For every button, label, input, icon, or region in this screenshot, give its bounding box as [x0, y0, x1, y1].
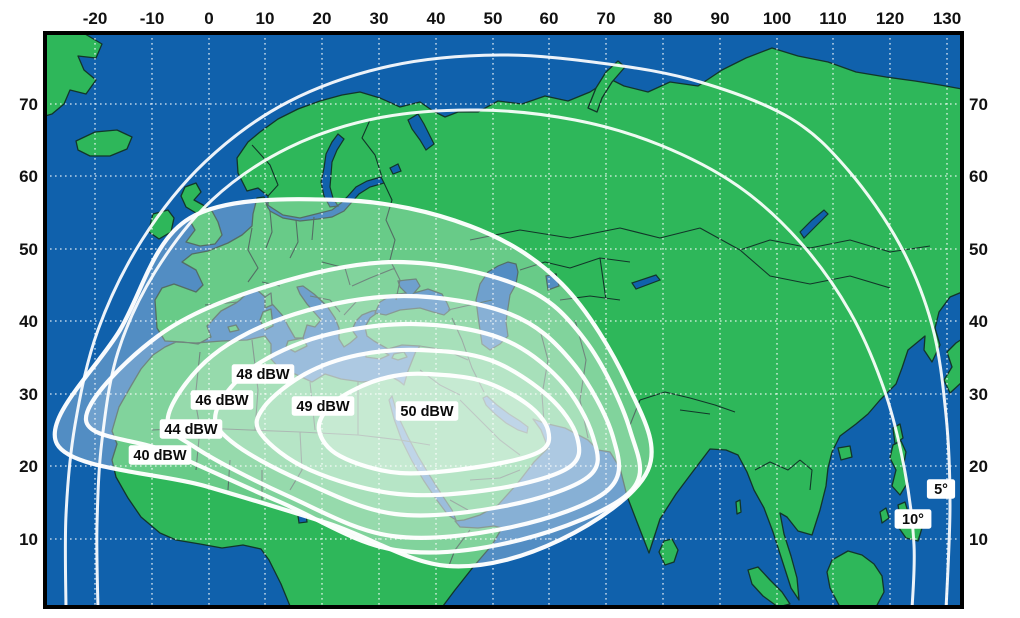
contour-labels: 40 dBW 44 dBW 46 dBW 48 dBW 49 dBW 50 dBW 10° 5…	[128, 364, 956, 529]
contour-wash-46dbw	[167, 296, 620, 538]
sea-caspian	[475, 261, 519, 351]
contour-40dbw-label-text: 40 dBW	[133, 448, 186, 464]
island-srilanka	[658, 538, 679, 566]
top-axis-tick-label: 50	[484, 9, 503, 28]
left-axis-tick-label: 20	[19, 457, 38, 476]
left-axis-tick-label: 30	[19, 385, 38, 404]
top-axis-tick-label: -10	[140, 9, 165, 28]
contour-46dbw-label-text: 46 dBW	[195, 393, 248, 409]
island-hainan	[837, 445, 853, 461]
label-box-bg	[395, 401, 459, 421]
contour-49dbw-label-text: 49 dBW	[296, 399, 349, 415]
top-axis-tick-label: 10	[256, 9, 275, 28]
island-iceland	[75, 129, 133, 157]
label-box-bg	[291, 396, 355, 416]
elevation-line-5°	[63, 53, 952, 607]
top-axis-tick-label: 100	[763, 9, 791, 28]
elevation-10°-label-box: 10°	[894, 509, 932, 529]
top-axis-tick-label: 70	[597, 9, 616, 28]
right-axis-tick-label: 20	[969, 457, 988, 476]
elevation-10°-label-text: 10°	[902, 512, 924, 528]
elevation-5°-label-box: 5°	[926, 479, 956, 499]
island-japan	[943, 338, 962, 394]
lake-baikal	[799, 209, 829, 239]
right-axis-tick-label: 40	[969, 312, 988, 331]
left-axis-tick-label: 10	[19, 530, 38, 549]
contour-44dbw-label-box: 44 dBW	[159, 419, 223, 439]
right-axis-tick-label: 70	[969, 95, 988, 114]
contour-46dbw-label-box: 46 dBW	[190, 390, 254, 410]
label-box-bg	[159, 419, 223, 439]
label-box-bg	[128, 445, 192, 465]
sea-persian-gulf	[482, 395, 529, 434]
axis-labels: -20 -10 0 10 20 30 40 50 60 70 80 90 100 110 120 130 70 6…	[19, 9, 988, 549]
contour-line-46dbw	[165, 293, 622, 540]
top-axis-tick-label: 80	[654, 9, 673, 28]
elevation-line-10°	[95, 108, 916, 607]
top-axis-tick-label: 90	[711, 9, 730, 28]
left-axis-tick-label: 60	[19, 167, 38, 186]
island-cyprus	[391, 351, 408, 361]
contour-40dbw-label-box: 40 dBW	[128, 445, 192, 465]
island-greenland	[45, 33, 103, 117]
island-borneo	[826, 550, 885, 607]
top-axis-tick-label: 130	[933, 9, 961, 28]
top-axis-tick-label: 40	[427, 9, 446, 28]
contour-line-49dbw	[254, 347, 582, 498]
island-ireland	[148, 209, 175, 240]
contour-wash-44dbw	[85, 262, 641, 553]
label-box-bg	[894, 509, 932, 529]
contour-44dbw-label-text: 44 dBW	[164, 422, 217, 438]
contour-wash-40dbw	[54, 199, 652, 567]
contour-line-40dbw	[52, 197, 654, 569]
top-axis-tick-label: -20	[83, 9, 108, 28]
lake-balkhash	[631, 274, 661, 290]
right-axis-tick-label: 50	[969, 240, 988, 259]
label-box-bg	[231, 364, 295, 384]
island-palawan	[879, 507, 890, 524]
right-axis-tick-label: 10	[969, 530, 988, 549]
graticule-layer	[45, 33, 962, 607]
sea-white	[407, 113, 435, 151]
right-axis-tick-label: 60	[969, 167, 988, 186]
top-axis-tick-label: 20	[313, 9, 332, 28]
contour-50dbw-label-box: 50 dBW	[395, 401, 459, 421]
elevation-5°-label-text: 5°	[934, 482, 948, 498]
label-box-bg	[190, 390, 254, 410]
right-axis-tick-label: 30	[969, 385, 988, 404]
map-frame	[43, 31, 964, 609]
left-axis-tick-label: 70	[19, 95, 38, 114]
top-axis-tick-label: 0	[204, 9, 213, 28]
left-axis-tick-label: 40	[19, 312, 38, 331]
top-axis-tick-label: 120	[876, 9, 904, 28]
left-axis-tick-label: 50	[19, 240, 38, 259]
lake-ladoga	[389, 163, 402, 175]
top-axis-tick-label: 30	[370, 9, 389, 28]
island-balearics	[227, 324, 240, 333]
contour-48dbw-label-text: 48 dBW	[236, 367, 289, 383]
contour-48dbw-label-box: 48 dBW	[231, 364, 295, 384]
elevation-line-layer	[63, 53, 952, 607]
top-axis-tick-label: 110	[819, 9, 846, 28]
island-sumatra	[747, 566, 791, 607]
contour-wash-50dbw	[318, 373, 550, 474]
label-box-bg	[926, 479, 956, 499]
contour-line-50dbw	[316, 371, 552, 476]
island-andaman	[735, 499, 742, 515]
island-luzon	[889, 440, 909, 496]
sea-bothnia	[320, 133, 345, 208]
contour-50dbw-label-text: 50 dBW	[400, 404, 453, 420]
contour-49dbw-label-box: 49 dBW	[291, 396, 355, 416]
top-axis-tick-label: 60	[540, 9, 559, 28]
map-area	[45, 33, 962, 607]
contour-line-44dbw	[83, 259, 643, 555]
